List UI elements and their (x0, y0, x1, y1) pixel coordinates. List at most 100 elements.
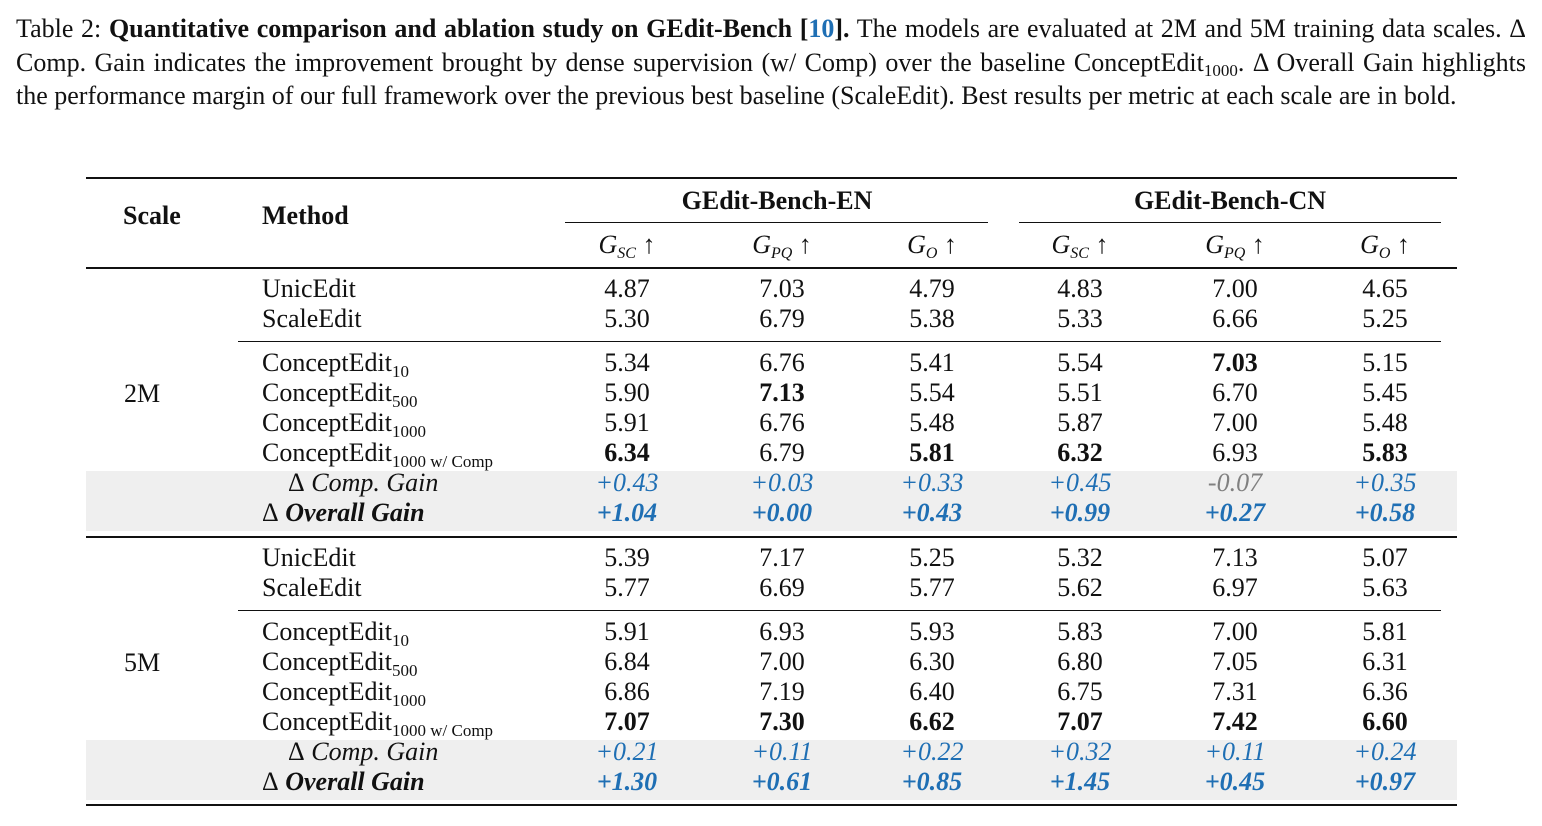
scale-header: Scale (123, 201, 181, 230)
method-name: UnicEdit (262, 274, 356, 304)
overall-gain-value: +0.27 (1204, 498, 1266, 527)
up-arrow-icon: ↑ (792, 230, 812, 259)
up-arrow-icon: ↑ (1088, 230, 1109, 259)
method-subscript: 1000 (391, 422, 426, 441)
metric-symbol: G (1051, 230, 1071, 259)
method-subscript: 500 (391, 661, 418, 680)
method-subscript: 10 (391, 631, 409, 650)
metric-symbol: G (1360, 230, 1379, 259)
table-cell: 6.76 (759, 408, 805, 437)
comp-gain-value: +0.11 (1204, 737, 1266, 766)
method-label: UnicEdit (262, 543, 356, 572)
delta-icon: Δ (288, 468, 305, 497)
table-cell: 6.79 (759, 438, 805, 467)
comp-gain-value: +0.35 (1353, 468, 1417, 497)
table-cell: 4.65 (1362, 274, 1408, 303)
method-label: UnicEdit (262, 274, 356, 303)
method-name: ConceptEdit1000 (262, 408, 426, 441)
table-cell: 7.00 (1212, 617, 1258, 646)
method-name: ConceptEdit1000 (262, 677, 426, 709)
table-cell: 6.93 (1212, 438, 1258, 467)
table-cell: 6.31 (1362, 647, 1408, 676)
bottom-rule (86, 804, 1457, 806)
table-cell: 6.32 (1057, 438, 1103, 467)
table-cell: 6.93 (759, 617, 805, 646)
comp-gain-value: +0.32 (1048, 737, 1112, 766)
method-name: ConceptEdit500 (262, 378, 417, 410)
overall-gain-value: +0.45 (1204, 767, 1266, 796)
delta-icon: Δ (262, 498, 279, 527)
table-cell: 6.36 (1362, 677, 1408, 706)
method-subscript: 1000 w/ Comp (391, 452, 494, 471)
caption-text-1: The models are evaluated at 2M and 5M tr… (16, 14, 1526, 77)
method-label: ConceptEdit (262, 378, 392, 407)
method-name: ScaleEdit (262, 304, 362, 334)
metric-symbol: G (907, 230, 926, 259)
table-cell: 6.34 (604, 438, 650, 467)
table-cell: 6.80 (1057, 647, 1103, 676)
table-cell: 5.63 (1362, 573, 1408, 602)
table-cell: 7.03 (1212, 348, 1258, 377)
baseline-separator-rule (238, 610, 1441, 611)
gain-label-text: Overall Gain (278, 498, 425, 527)
table-cell: 6.60 (1362, 707, 1408, 736)
table-cell: 5.90 (604, 378, 650, 407)
method-label: ConceptEdit (262, 617, 392, 646)
metric-subscript: PQ (770, 245, 793, 262)
comp-gain-value: +0.24 (1353, 737, 1417, 766)
scale-label: 5M (124, 648, 161, 677)
caption-subscript: 1000 (1203, 60, 1238, 80)
metric-subscript: O (1378, 245, 1391, 262)
table-cell: 6.97 (1212, 573, 1258, 602)
table-cell: 6.30 (909, 647, 955, 676)
caption-title: Quantitative comparison and ablation stu… (108, 14, 850, 43)
comp-gain-value: +0.45 (1048, 468, 1112, 497)
table-cell: 7.19 (759, 677, 805, 706)
up-arrow-icon: ↑ (1245, 230, 1265, 259)
up-arrow-icon: ↑ (635, 230, 656, 259)
table-cell: 5.77 (909, 573, 955, 602)
table-cell: 4.83 (1057, 274, 1103, 303)
comp-gain-value: +0.22 (900, 737, 964, 766)
table-cell: 6.75 (1057, 677, 1103, 706)
table-cell: 5.32 (1057, 543, 1103, 572)
overall-gain-label: Δ Overall Gain (262, 767, 425, 797)
table-cell: 4.87 (604, 274, 650, 303)
method-name: UnicEdit (262, 543, 356, 573)
method-subscript: 10 (391, 362, 409, 381)
group-header-en: GEdit-Bench-EN (681, 186, 873, 215)
up-arrow-icon: ↑ (1390, 230, 1410, 259)
table-cell: 5.81 (1362, 617, 1408, 646)
group-rule-en (565, 222, 988, 223)
metric-symbol: G (598, 230, 618, 259)
table-cell: 6.76 (759, 348, 805, 377)
table-cell: 7.30 (759, 707, 805, 736)
top-rule (86, 177, 1457, 179)
table-cell: 5.30 (604, 304, 650, 333)
table-cell: 6.79 (759, 304, 805, 333)
comp-gain-value: -0.07 (1207, 468, 1263, 497)
delta-icon: Δ (288, 737, 305, 766)
table-cell: 5.39 (604, 543, 650, 572)
overall-gain-value: +1.04 (596, 498, 658, 527)
metric-header: GO ↑ (907, 230, 957, 262)
citation-link[interactable]: 10 (808, 14, 835, 43)
metric-subscript: SC (1070, 245, 1089, 262)
table-cell: 7.07 (604, 707, 650, 736)
metric-subscript: SC (617, 245, 636, 262)
method-label: ConceptEdit (262, 408, 392, 437)
table-cell: 5.25 (1362, 304, 1408, 333)
overall-gain-value: +0.61 (751, 767, 813, 796)
table-cell: 5.54 (1057, 348, 1103, 377)
overall-gain-label: Δ Overall Gain (262, 498, 425, 528)
table-cell: 5.25 (909, 543, 955, 572)
table-cell: 6.69 (759, 573, 805, 602)
table-cell: 5.38 (909, 304, 955, 333)
overall-gain-value: +0.85 (901, 767, 963, 796)
table-cell: 5.51 (1057, 378, 1103, 407)
gain-rows-background (86, 471, 1457, 531)
table-cell: 6.70 (1212, 378, 1258, 407)
table-cell: 5.62 (1057, 573, 1103, 602)
method-label: ScaleEdit (262, 573, 362, 602)
table-cell: 7.00 (1212, 408, 1258, 437)
